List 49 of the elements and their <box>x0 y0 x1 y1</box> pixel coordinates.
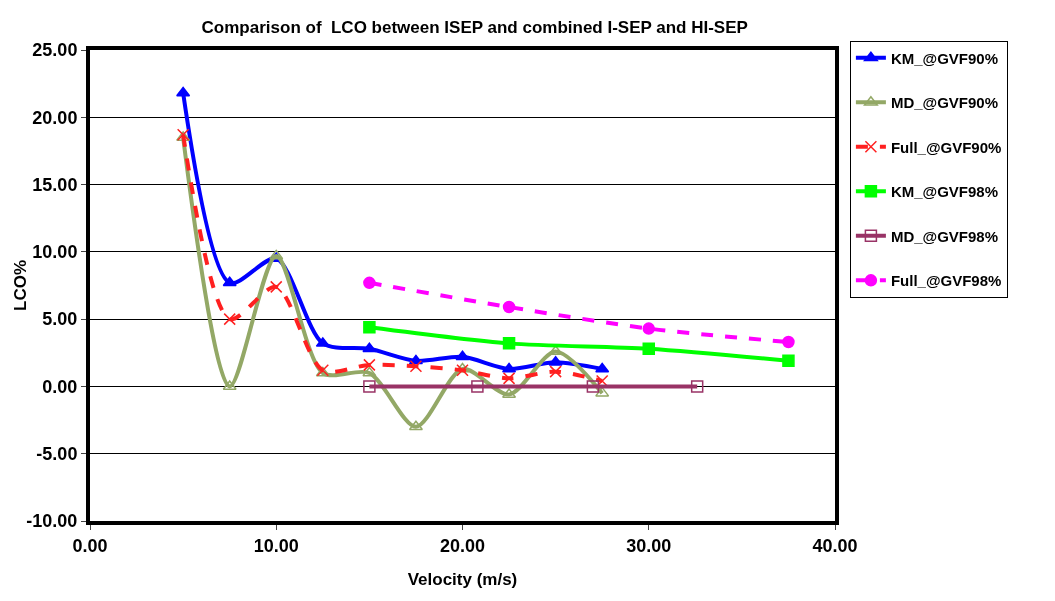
y-tick-label: 0.00 <box>42 376 78 397</box>
point <box>363 380 376 393</box>
point <box>782 354 795 368</box>
x-tick-label: 0.00 <box>72 535 108 556</box>
point <box>270 280 283 294</box>
y-tick-label: -10.00 <box>26 511 78 532</box>
chart-title: Comparison of LCO between ISEP and combined I-SEP and HI-SEP <box>201 17 748 37</box>
y-tick-label: 25.00 <box>32 40 78 61</box>
point <box>176 86 191 97</box>
point <box>455 350 470 361</box>
x-tick-label: 30.00 <box>626 535 672 556</box>
point <box>595 362 610 373</box>
y-tick-label: 15.00 <box>32 174 78 195</box>
legend-label: MD_@GVF98% <box>890 227 999 245</box>
point <box>222 276 237 287</box>
point <box>363 358 376 372</box>
legend-label: KM_@GVF90% <box>890 49 999 67</box>
point <box>362 342 377 353</box>
legend-label: Full_@GVF98% <box>890 272 1002 290</box>
point <box>595 386 610 397</box>
point <box>549 365 562 378</box>
x-tick-label: 10.00 <box>253 535 299 556</box>
point <box>502 300 516 314</box>
y-tick-label: -5.00 <box>36 444 78 465</box>
y-tick-label: 20.00 <box>32 107 78 128</box>
point <box>223 312 236 326</box>
point <box>502 337 516 350</box>
point <box>586 380 600 393</box>
point <box>548 355 563 366</box>
point <box>363 320 376 334</box>
point <box>363 276 376 290</box>
legend-label: KM_@GVF98% <box>890 183 999 201</box>
x-tick-label: 20.00 <box>439 535 486 556</box>
point <box>642 342 655 355</box>
point <box>471 380 484 393</box>
point <box>690 380 704 393</box>
y-axis-title: LCO% <box>11 260 31 311</box>
point <box>502 372 516 385</box>
y-tick-label: 5.00 <box>42 309 78 330</box>
x-tick-label: 40.00 <box>812 535 858 556</box>
point <box>409 359 423 373</box>
legend-label: MD_@GVF90% <box>890 94 999 112</box>
legend-label: Full_@GVF90% <box>890 138 1002 156</box>
x-axis-title: Velocity (m/s) <box>407 570 518 589</box>
point <box>362 366 377 377</box>
point <box>456 364 469 377</box>
y-tick-label: 10.00 <box>32 242 78 263</box>
point <box>642 322 655 335</box>
point <box>782 335 795 349</box>
